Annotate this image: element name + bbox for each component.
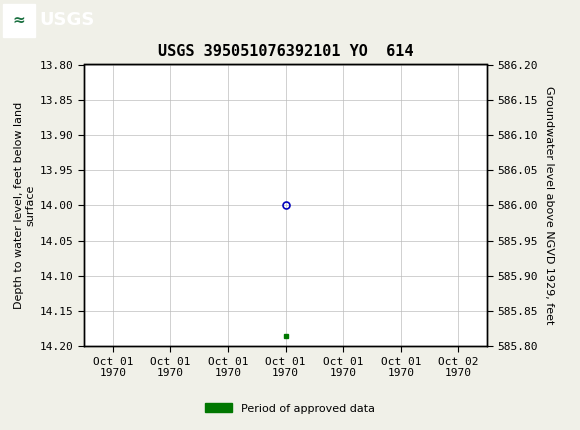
Text: USGS: USGS [39, 12, 95, 29]
Bar [3, 4, 35, 37]
Legend: Period of approved data: Period of approved data [200, 399, 380, 418]
Title: USGS 395051076392101 YO  614: USGS 395051076392101 YO 614 [158, 44, 414, 59]
Text: ≈: ≈ [12, 13, 25, 28]
Y-axis label: Depth to water level, feet below land
surface: Depth to water level, feet below land su… [14, 102, 36, 309]
Y-axis label: Groundwater level above NGVD 1929, feet: Groundwater level above NGVD 1929, feet [543, 86, 554, 325]
